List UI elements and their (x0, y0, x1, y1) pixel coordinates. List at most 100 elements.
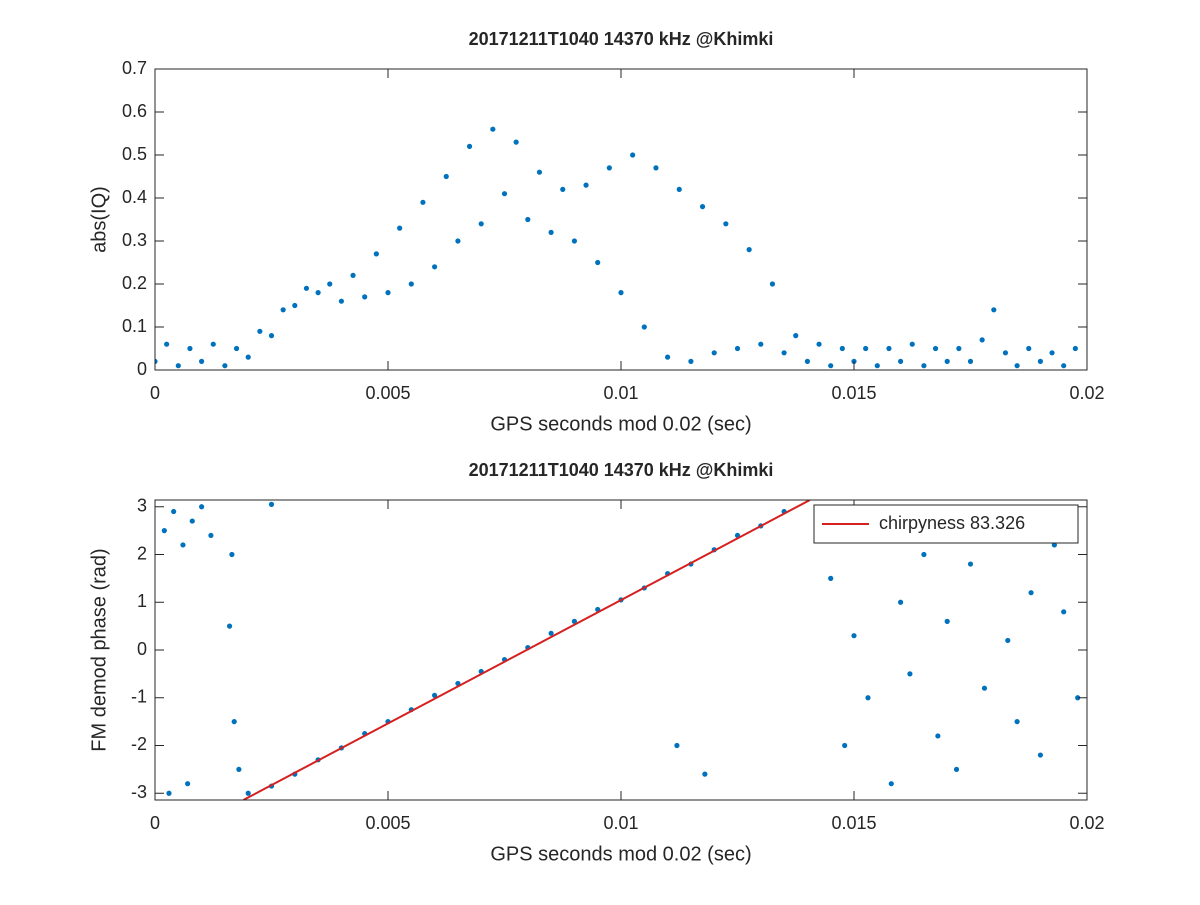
point (641, 324, 647, 330)
point (839, 345, 845, 352)
point (630, 152, 636, 158)
x-tick-label: 0 (150, 813, 160, 833)
y-tick-label: 0.2 (122, 273, 147, 293)
y-tick-label: 0 (137, 359, 147, 379)
x-tick-label: 0.01 (603, 813, 638, 833)
point (478, 221, 484, 227)
point (208, 532, 214, 539)
point (233, 345, 240, 352)
x-tick-label: 0 (150, 383, 160, 403)
point (583, 182, 589, 188)
x-tick-label: 0.005 (365, 813, 410, 833)
y-tick-label: 1 (137, 591, 147, 611)
point (548, 630, 554, 636)
point (1072, 345, 1078, 352)
point (935, 733, 941, 739)
point (199, 504, 205, 510)
point (236, 766, 242, 772)
x-axis-label: GPS seconds mod 0.02 (sec) (490, 413, 751, 435)
point (723, 221, 729, 227)
point (397, 225, 403, 231)
point (828, 575, 834, 581)
y-axis-label: FM demod phase (rad) (88, 548, 110, 751)
point (674, 742, 680, 749)
point (944, 618, 950, 624)
point (702, 771, 708, 777)
point (921, 363, 927, 369)
point (711, 350, 717, 356)
point (886, 345, 892, 352)
chart-title: 20171211T1040 14370 kHz @Khimki (469, 460, 774, 480)
y-tick-label: 3 (137, 496, 147, 516)
point (222, 363, 228, 369)
point (676, 186, 682, 192)
point (466, 143, 473, 149)
point (229, 551, 235, 558)
point (171, 508, 177, 515)
point (408, 281, 414, 287)
point (688, 358, 694, 364)
point (909, 341, 915, 347)
y-axis-label: abs(IQ) (88, 186, 110, 253)
point (1037, 358, 1043, 364)
point (907, 671, 913, 677)
point (175, 363, 181, 369)
point (1014, 719, 1020, 725)
point (793, 333, 799, 339)
point (1014, 363, 1020, 369)
point (187, 345, 193, 352)
point (898, 599, 904, 605)
point (865, 695, 871, 701)
point (618, 290, 624, 296)
point (842, 742, 848, 749)
point (863, 345, 869, 352)
point (280, 307, 286, 313)
point (571, 618, 578, 624)
plot-area (155, 126, 1078, 369)
point (979, 337, 985, 343)
point (443, 173, 449, 180)
y-tick-label: 0.4 (122, 187, 147, 207)
point (303, 285, 310, 291)
point (385, 290, 391, 296)
point (362, 294, 368, 300)
x-tick-label: 0.015 (831, 383, 876, 403)
point (268, 501, 275, 507)
legend-label: chirpyness 83.326 (879, 513, 1025, 533)
point (245, 790, 251, 796)
point (189, 518, 195, 524)
y-tick-label: 0.5 (122, 144, 147, 164)
point (560, 186, 566, 192)
y-tick-label: 0 (137, 639, 147, 659)
point (292, 302, 298, 309)
point (956, 345, 962, 352)
point (231, 719, 237, 725)
x-axis-label: GPS seconds mod 0.02 (sec) (490, 843, 751, 865)
point (769, 281, 776, 287)
point (536, 169, 543, 175)
y-tick-label: 0.7 (122, 58, 147, 78)
point (432, 264, 438, 270)
point (967, 561, 974, 567)
y-tick-label: 0.1 (122, 316, 147, 336)
point (1037, 752, 1043, 758)
point (967, 358, 974, 364)
point (164, 341, 170, 347)
point (525, 216, 531, 223)
point (161, 528, 167, 534)
point (420, 199, 426, 205)
point (898, 358, 904, 364)
point (245, 354, 251, 360)
point (327, 281, 333, 287)
point (490, 126, 496, 132)
point (548, 229, 554, 235)
point (781, 350, 787, 356)
y-tick-label: -3 (131, 782, 147, 802)
point (921, 551, 927, 558)
point (199, 358, 205, 364)
point (257, 328, 263, 334)
point (746, 247, 752, 253)
point (1061, 609, 1067, 615)
x-tick-label: 0.015 (831, 813, 876, 833)
